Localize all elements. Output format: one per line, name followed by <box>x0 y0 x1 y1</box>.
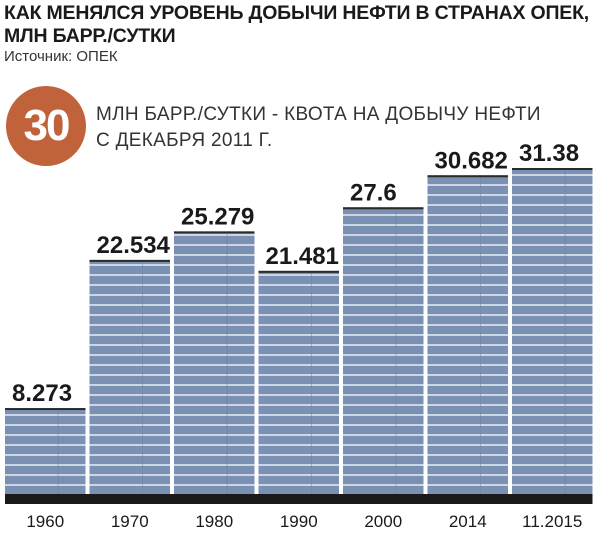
x-tick-label: 2014 <box>449 512 487 531</box>
bar <box>343 207 424 494</box>
data-label: 8.273 <box>12 380 72 407</box>
bar-top-edge <box>174 231 255 234</box>
bar-top-edge <box>343 207 424 210</box>
quota-value: 30 <box>23 101 71 150</box>
data-label: 27.6 <box>350 179 397 206</box>
quota-description: МЛН БАРР./СУТКИ - КВОТА НА ДОБЫЧУ НЕФТИ … <box>96 104 541 151</box>
bar <box>512 168 593 494</box>
data-label: 21.481 <box>266 243 339 270</box>
x-tick-label: 2000 <box>364 512 402 531</box>
bar-top-edge <box>512 168 593 170</box>
data-label: 30.682 <box>435 147 508 174</box>
bar-top-edge <box>427 175 508 178</box>
x-tick-label: 1980 <box>195 512 233 531</box>
bar <box>5 408 86 494</box>
chart-baseline <box>5 494 593 504</box>
x-tick-label: 1960 <box>26 512 64 531</box>
chart-title: КАК МЕНЯЛСЯ УРОВЕНЬ ДОБЫЧИ НЕФТИ В СТРАН… <box>4 2 590 47</box>
bar <box>258 270 339 494</box>
bar-top-edge <box>5 408 86 411</box>
data-label: 25.279 <box>181 203 254 230</box>
bar-top-edge <box>258 270 339 273</box>
data-label: 31.38 <box>519 140 579 167</box>
bar-top-edge <box>89 259 170 262</box>
x-tick-label: 1970 <box>111 512 149 531</box>
source-note: Источник: ОПЕК <box>4 48 118 65</box>
x-tick-label: 11.2015 <box>522 512 582 531</box>
quota-badge: 30 <box>6 86 86 166</box>
data-label: 22.534 <box>97 232 171 259</box>
x-tick-label: 1990 <box>280 512 318 531</box>
